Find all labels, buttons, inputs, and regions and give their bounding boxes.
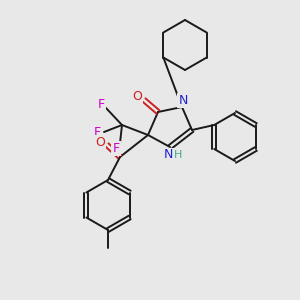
Text: F: F — [98, 98, 105, 112]
Text: H: H — [174, 150, 182, 160]
Text: F: F — [112, 142, 120, 154]
Text: N: N — [163, 148, 173, 161]
Text: F: F — [93, 125, 100, 139]
Text: N: N — [178, 94, 188, 106]
Text: O: O — [132, 91, 142, 103]
Text: O: O — [95, 136, 105, 148]
